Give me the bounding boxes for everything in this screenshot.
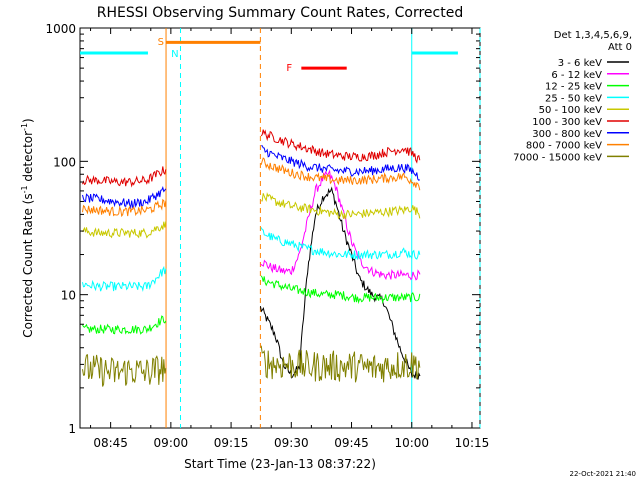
legend-label-5: 100 - 300 keV — [532, 117, 602, 128]
legend-label-7: 800 - 7000 keV — [526, 141, 602, 152]
series-line-5-seg-1 — [260, 129, 421, 164]
x-tick-label-1: 09:00 — [154, 436, 189, 450]
series-line-2-seg-1 — [260, 275, 421, 305]
y-axis-label-prefix: Corrected Count Rate (s — [21, 193, 35, 337]
y-tick-label-3: 1000 — [45, 22, 76, 36]
x-tick-label-2: 09:15 — [214, 436, 249, 450]
series-line-4-seg-0 — [82, 221, 167, 239]
legend-label-4: 50 - 100 keV — [539, 105, 603, 116]
legend-label-1: 6 - 12 keV — [551, 70, 602, 81]
observing-bar-label-0: S — [158, 37, 164, 48]
series-line-3-seg-1 — [260, 227, 421, 261]
observing-bars — [80, 40, 458, 70]
observing-bar-labels: SN F — [158, 37, 293, 74]
legend-header-1: Att 0 — [608, 42, 632, 53]
series-line-8-seg-0 — [82, 354, 167, 387]
footer-date: 22-Oct-2021 21:40 — [570, 470, 636, 478]
plot-frame — [79, 27, 481, 429]
observing-bar-label-2: F — [286, 63, 292, 74]
series-line-5-seg-0 — [82, 166, 167, 188]
series-line-7-seg-0 — [82, 198, 167, 218]
chart-title: RHESSI Observing Summary Count Rates, Co… — [97, 5, 463, 21]
legend-header-0: Det 1,3,4,5,6,9, — [554, 30, 632, 41]
series-line-7-seg-1 — [260, 157, 421, 191]
x-axis-label: Start Time (23-Jan-13 08:37:22) — [184, 457, 376, 471]
legend-label-3: 25 - 50 keV — [545, 93, 602, 104]
series-line-6-seg-0 — [82, 186, 167, 210]
legend-label-6: 300 - 800 keV — [532, 129, 602, 140]
x-tick-label-0: 08:45 — [93, 436, 128, 450]
y-tick-label-2: 100 — [53, 155, 76, 169]
y-axis-label-sup1: -1 — [20, 185, 29, 193]
series-line-4-seg-1 — [261, 192, 421, 220]
x-tick-label-3: 09:30 — [274, 436, 309, 450]
y-tick-label-1: 10 — [61, 289, 76, 303]
y-axis-label-sup2: -1 — [20, 123, 29, 131]
y-axis-label: Corrected Count Rate (s-1 detector-1) — [20, 118, 35, 337]
series-line-1-seg-0 — [260, 169, 421, 281]
series-line-3-seg-0 — [82, 265, 167, 292]
series-line-2-seg-0 — [82, 315, 167, 335]
x-tick-label-4: 09:45 — [334, 436, 369, 450]
event-lines — [165, 28, 481, 428]
series-line-8-seg-1 — [260, 345, 421, 383]
y-axis-label-mid: detector — [21, 131, 35, 186]
legend-label-0: 3 - 6 keV — [558, 58, 602, 69]
observing-bar-label-1: N — [171, 49, 178, 60]
x-axis: 08:45 09:00 09:15 09:30 09:45 10:00 10:15 — [90, 28, 490, 450]
x-tick-label-5: 10:00 — [394, 436, 429, 450]
y-tick-label-0: 1 — [68, 422, 76, 436]
legend-label-2: 12 - 25 keV — [545, 82, 602, 93]
y-axis: 1 10 100 1000 — [45, 22, 480, 436]
y-axis-label-suffix: ) — [21, 118, 35, 123]
legend-label-8: 7000 - 15000 keV — [513, 152, 602, 163]
x-tick-label-6: 10:15 — [455, 436, 490, 450]
series-lines — [82, 129, 421, 387]
plot-area: SN F — [79, 27, 481, 429]
series-line-6-seg-1 — [261, 145, 421, 181]
